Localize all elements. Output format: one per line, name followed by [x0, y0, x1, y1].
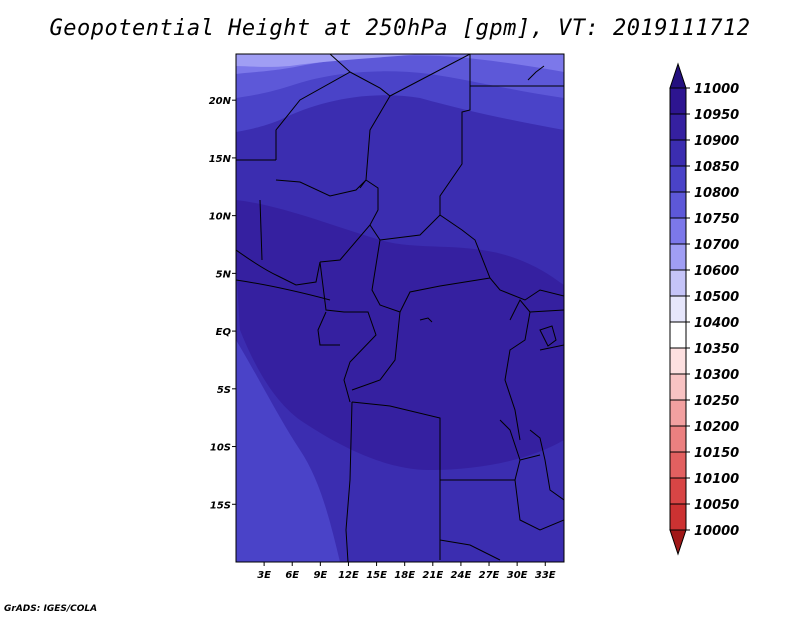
colorbar-label: 10900: [694, 134, 739, 149]
longitude-axis: 3E 6E 9E 12E 15E 18E 21E 24E 27E 30E 33E: [257, 562, 556, 581]
colorbar-label: 10950: [694, 108, 739, 123]
lat-tick-label: 15S: [210, 500, 231, 511]
lat-tick-label: 5S: [217, 385, 231, 396]
lon-tick-label: 30E: [507, 570, 528, 581]
colorbar: 11000 10950 10900 10850 10800 10750 10700 10600…: [669, 62, 739, 556]
colorbar-label: 10500: [694, 290, 739, 305]
colorbar-label: 10050: [694, 498, 739, 513]
colorbar-label: 10850: [694, 160, 739, 175]
lat-tick-label: 15N: [209, 154, 232, 165]
colorbar-top-arrow: [669, 62, 687, 89]
colorbar-label: 10300: [694, 368, 739, 383]
colorbar-bottom-arrow: [669, 529, 687, 556]
lon-tick-label: 27E: [479, 570, 500, 581]
country-borders: [236, 54, 564, 562]
grads-credit: GrADS: IGES/COLA: [4, 604, 98, 614]
colorbar-swatch: [669, 295, 687, 323]
lon-tick-label: 24E: [451, 570, 472, 581]
colorbar-label: 10750: [694, 212, 739, 227]
colorbar-label: 11000: [694, 82, 739, 97]
colorbar-swatch: [669, 503, 687, 531]
colorbar-swatch: [669, 399, 687, 427]
geopotential-fill: [236, 54, 564, 562]
latitude-axis: 20N 15N 10N 5N EQ 5S 10S 15S: [209, 96, 236, 511]
colorbar-label: 10200: [694, 420, 739, 435]
colorbar-swatch: [669, 373, 687, 401]
colorbar-label: 10250: [694, 394, 739, 409]
map-title: Geopotential Height at 250hPa [gpm], VT:…: [49, 16, 751, 41]
colorbar-swatch: [669, 113, 687, 141]
colorbar-swatch: [669, 139, 687, 167]
colorbar-label: 10350: [694, 342, 739, 357]
colorbar-swatch: [669, 165, 687, 193]
lon-tick-label: 12E: [338, 570, 359, 581]
colorbar-swatch: [669, 269, 687, 297]
colorbar-swatch: [669, 87, 687, 115]
colorbar-swatch: [669, 451, 687, 479]
colorbar-label: 10600: [694, 264, 739, 279]
map-frame: [235, 53, 565, 563]
lon-tick-label: 3E: [257, 570, 271, 581]
lon-tick-label: 33E: [535, 570, 556, 581]
colorbar-label: 10100: [694, 472, 739, 487]
lon-tick-label: 21E: [422, 570, 443, 581]
lat-tick-label: 10S: [210, 443, 231, 454]
colorbar-label: 10800: [694, 186, 739, 201]
colorbar-swatch: [669, 191, 687, 219]
lon-tick-label: 18E: [394, 570, 415, 581]
colorbar-label: 10400: [694, 316, 739, 331]
lat-tick-label: 5N: [216, 269, 232, 280]
colorbar-swatch: [669, 477, 687, 505]
colorbar-swatch: [669, 425, 687, 453]
colorbar-label: 10000: [694, 524, 739, 539]
lon-tick-label: 15E: [366, 570, 387, 581]
colorbar-swatch: [669, 217, 687, 245]
lat-tick-label: 20N: [209, 96, 232, 107]
colorbar-swatch: [669, 347, 687, 375]
lon-tick-label: 9E: [313, 570, 327, 581]
colorbar-swatch: [669, 243, 687, 271]
lat-tick-label: 10N: [209, 212, 232, 223]
colorbar-label: 10150: [694, 446, 739, 461]
lon-tick-label: 6E: [285, 570, 299, 581]
colorbar-label: 10700: [694, 238, 739, 253]
lat-tick-label: EQ: [216, 327, 232, 338]
colorbar-swatch: [669, 321, 687, 349]
